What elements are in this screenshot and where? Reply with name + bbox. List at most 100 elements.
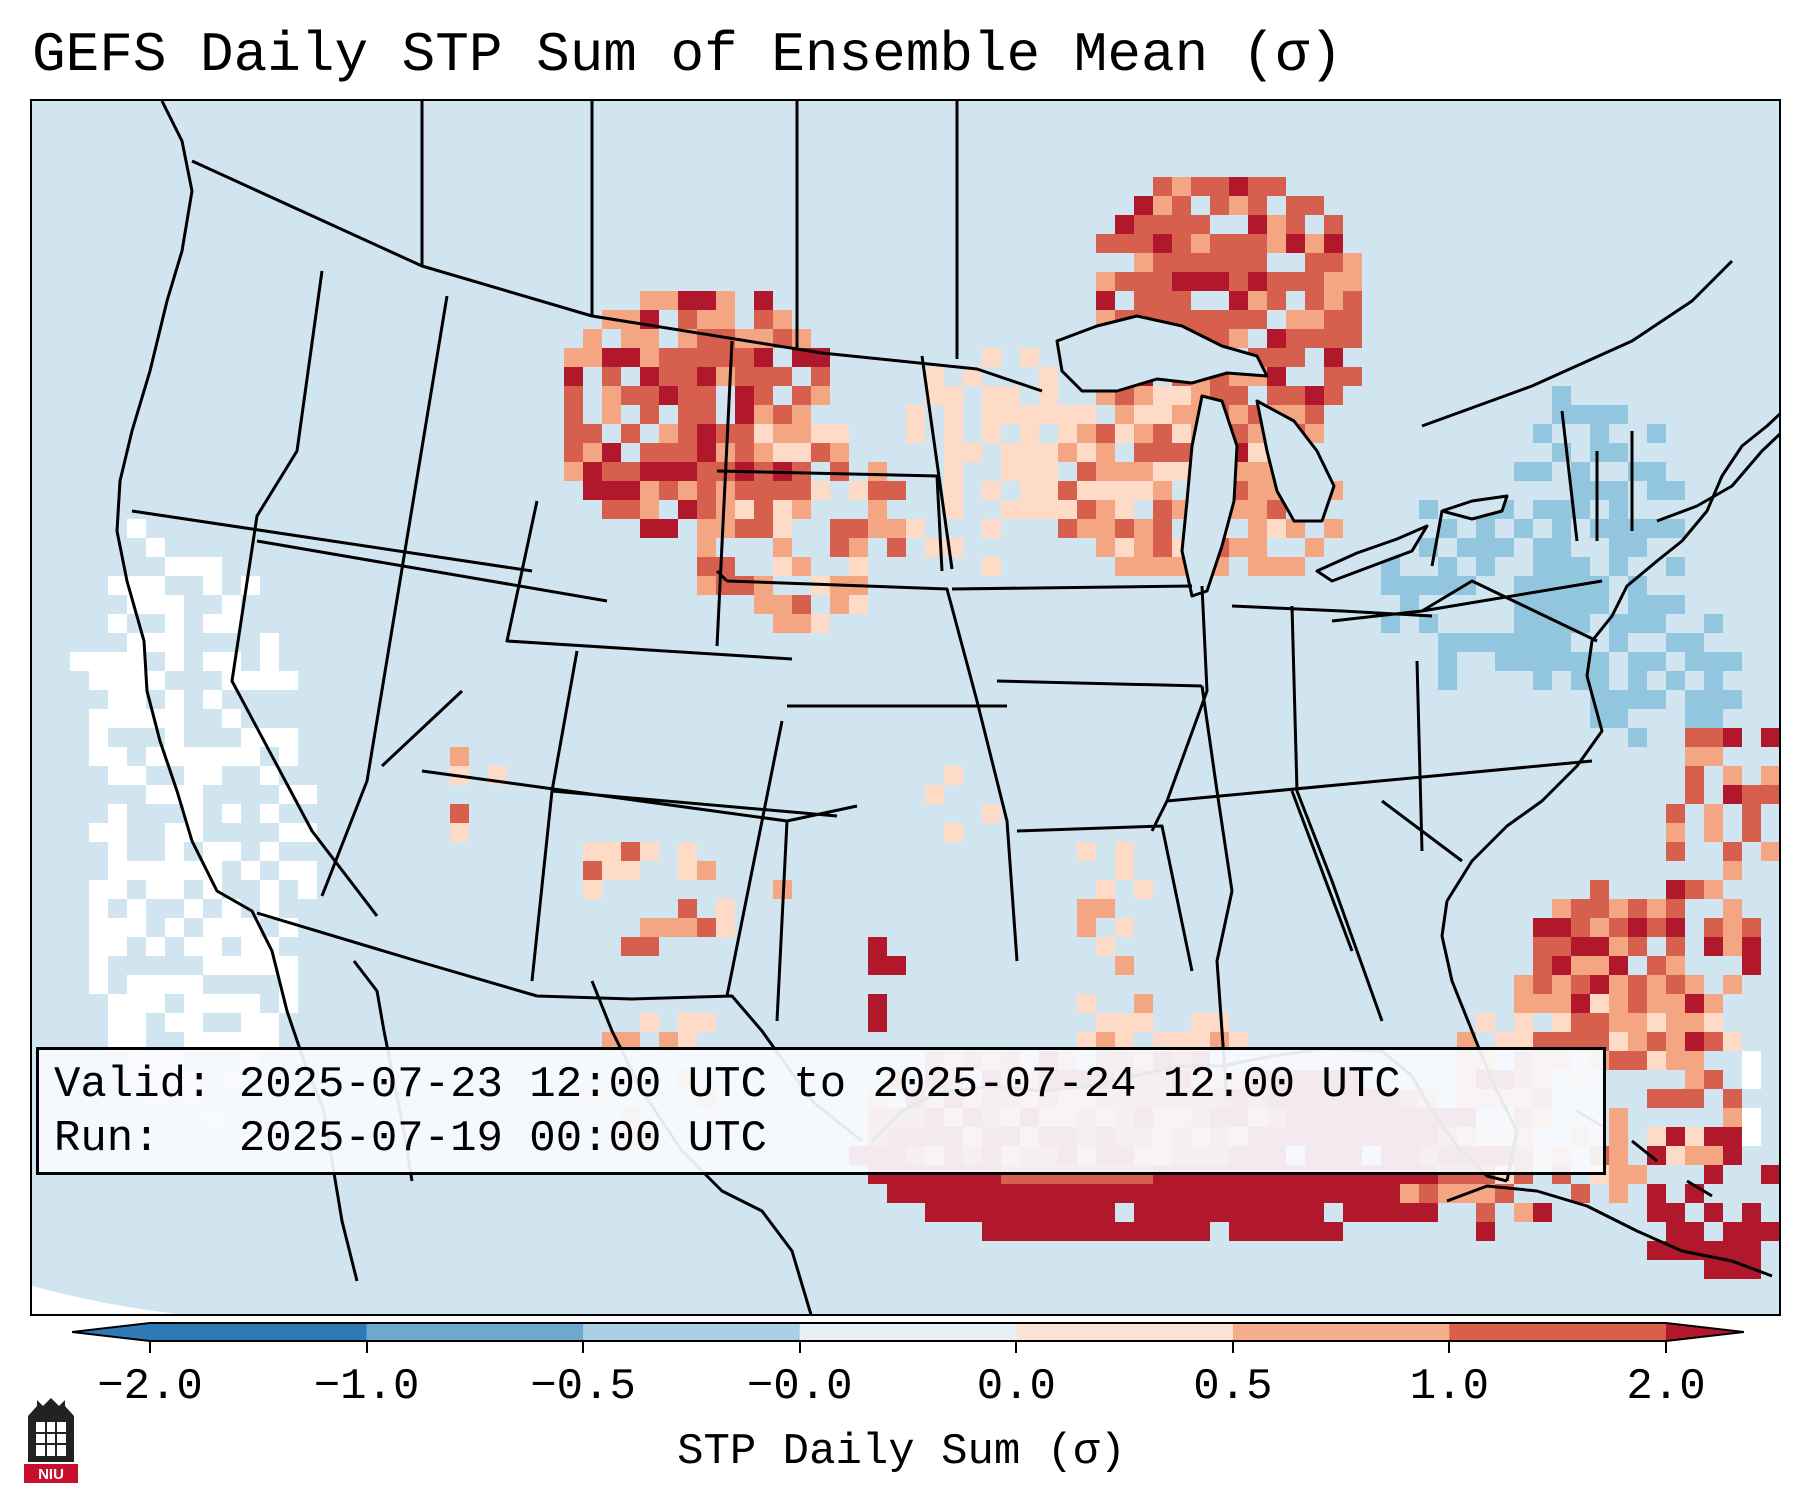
- stp-cell: [1685, 747, 1704, 766]
- colorbar-tick-mark: [1448, 1341, 1451, 1353]
- stp-cell: [1590, 405, 1609, 424]
- stp-cell: [203, 766, 222, 785]
- stp-cell: [621, 310, 640, 329]
- colorbar-tick-mark: [1231, 1341, 1234, 1353]
- stp-cell: [1666, 994, 1685, 1013]
- stp-cell: [982, 481, 1001, 500]
- stp-cell: [1039, 367, 1058, 386]
- stp-cell: [1115, 538, 1134, 557]
- stp-cell: [1647, 975, 1666, 994]
- stp-cell: [1001, 1203, 1020, 1222]
- stp-cell: [1381, 1184, 1400, 1203]
- stp-cell: [1039, 386, 1058, 405]
- stp-cell: [982, 519, 1001, 538]
- stp-cell: [1742, 937, 1761, 956]
- stp-cell: [1609, 1051, 1628, 1070]
- stp-cell: [1039, 1203, 1058, 1222]
- stp-cell: [241, 576, 260, 595]
- stp-cell: [735, 500, 754, 519]
- stp-cell: [1533, 1203, 1552, 1222]
- stp-cell: [1229, 253, 1248, 272]
- stp-cell: [1609, 918, 1628, 937]
- stp-cell: [89, 652, 108, 671]
- stp-cell: [1210, 177, 1229, 196]
- stp-cell: [1020, 348, 1039, 367]
- stp-cell: [659, 291, 678, 310]
- stp-cell: [1191, 1013, 1210, 1032]
- stp-cell: [1210, 1184, 1229, 1203]
- stp-cell: [1077, 481, 1096, 500]
- stp-cell: [792, 595, 811, 614]
- stp-cell: [1134, 880, 1153, 899]
- stp-cell: [1571, 994, 1590, 1013]
- stp-cell: [1172, 215, 1191, 234]
- stp-cell: [1685, 709, 1704, 728]
- stp-cell: [1267, 386, 1286, 405]
- stp-cell: [1476, 557, 1495, 576]
- stp-cell: [564, 367, 583, 386]
- stp-cell: [165, 728, 184, 747]
- stp-cell: [1305, 291, 1324, 310]
- stp-cell: [1020, 481, 1039, 500]
- stp-cell: [1191, 1184, 1210, 1203]
- stp-cell: [1077, 1203, 1096, 1222]
- stp-cell: [1305, 1184, 1324, 1203]
- stp-cell: [1400, 1203, 1419, 1222]
- stp-cell: [1685, 1070, 1704, 1089]
- stp-cell: [260, 633, 279, 652]
- stp-cell: [1096, 1222, 1115, 1241]
- stp-cell: [108, 918, 127, 937]
- stp-cell: [1666, 1203, 1685, 1222]
- stp-cell: [1571, 1032, 1590, 1051]
- stp-cell: [165, 975, 184, 994]
- valid-value: 2025-07-23 12:00 UTC to 2025-07-24 12:00…: [238, 1060, 1401, 1110]
- stp-cell: [1552, 918, 1571, 937]
- stp-cell: [1780, 766, 1781, 785]
- stp-cell: [754, 424, 773, 443]
- stp-cell: [108, 576, 127, 595]
- stp-cell: [1723, 918, 1742, 937]
- stp-cell: [1191, 234, 1210, 253]
- colorbar-bin-0: [150, 1323, 368, 1341]
- stp-cell: [583, 443, 602, 462]
- stp-cell: [1723, 1089, 1742, 1108]
- stp-cell: [583, 481, 602, 500]
- stp-cell: [1438, 557, 1457, 576]
- stp-cell: [1134, 291, 1153, 310]
- stp-cell: [1438, 519, 1457, 538]
- stp-cell: [830, 538, 849, 557]
- stp-cell: [1704, 1165, 1723, 1184]
- stp-cell: [1571, 937, 1590, 956]
- stp-cell: [735, 519, 754, 538]
- stp-cell: [640, 842, 659, 861]
- stp-cell: [678, 310, 697, 329]
- stp-cell: [716, 519, 735, 538]
- stp-cell: [1286, 196, 1305, 215]
- stp-cell: [1552, 652, 1571, 671]
- stp-cell: [1590, 880, 1609, 899]
- stp-cell: [1628, 1032, 1647, 1051]
- stp-cell: [1685, 975, 1704, 994]
- stp-cell: [1609, 1165, 1628, 1184]
- stp-cell: [1647, 690, 1666, 709]
- stp-cell: [1742, 804, 1761, 823]
- stp-cell: [1685, 1241, 1704, 1260]
- new-england-coast: [1656, 432, 1779, 523]
- stp-cell: [564, 348, 583, 367]
- stp-cell: [1077, 842, 1096, 861]
- stp-cell: [89, 728, 108, 747]
- stp-cell: [1704, 709, 1723, 728]
- stp-cell: [1286, 1184, 1305, 1203]
- stp-cell: [1286, 557, 1305, 576]
- stp-cell: [1134, 462, 1153, 481]
- stp-cell: [1761, 842, 1779, 861]
- stp-cell: [697, 918, 716, 937]
- valid-time-row: Valid: 2025-07-23 12:00 UTC to 2025-07-2…: [54, 1058, 1603, 1112]
- stp-cell: [944, 481, 963, 500]
- stp-cell: [1267, 234, 1286, 253]
- stp-cell: [89, 880, 108, 899]
- stp-cell: [450, 804, 469, 823]
- stp-cell: [89, 671, 108, 690]
- stp-cell: [621, 842, 640, 861]
- forecast-info-box: Valid: 2025-07-23 12:00 UTC to 2025-07-2…: [36, 1047, 1606, 1175]
